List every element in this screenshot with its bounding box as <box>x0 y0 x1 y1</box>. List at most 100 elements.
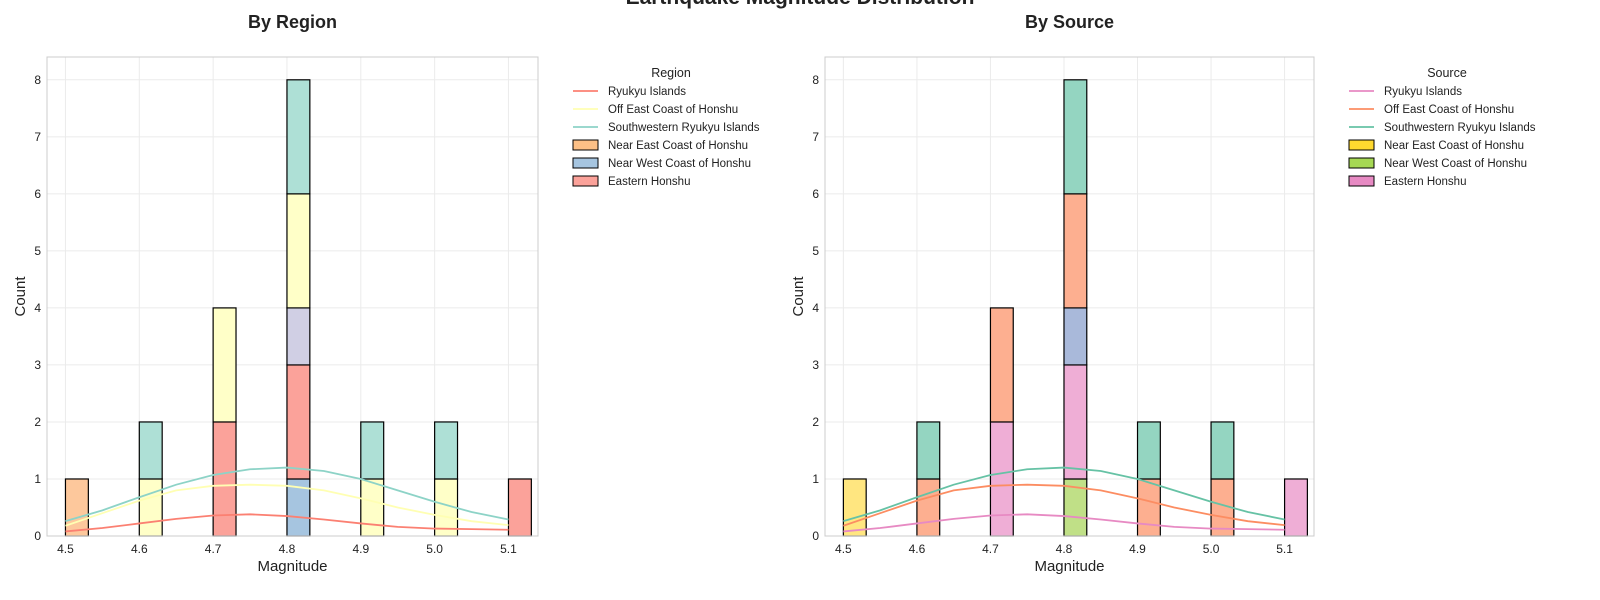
y-tick-label: 4 <box>34 301 41 315</box>
bar-stack <box>1283 478 1308 537</box>
x-axis-label: Magnitude <box>1034 558 1104 575</box>
bar-segment <box>138 478 163 537</box>
legend-patch-swatch <box>1348 139 1375 151</box>
bar-segment <box>1063 79 1088 195</box>
y-tick-label: 0 <box>812 529 819 543</box>
bar-stack <box>212 307 237 537</box>
legend-label: Off East Coast of Honshu <box>608 104 738 116</box>
bar-segment <box>842 478 867 537</box>
legend-entry: Near West Coast of Honshu <box>572 157 751 170</box>
legend-title: Source <box>1427 66 1467 80</box>
legend-label: Ryukyu Islands <box>1384 86 1462 98</box>
legend-patch-swatch <box>1348 175 1375 187</box>
x-tick-label: 4.9 <box>352 542 369 556</box>
plot-frame <box>46 56 539 537</box>
bar-stack <box>286 79 311 537</box>
bar-segment <box>989 421 1014 537</box>
y-axis-label: Count <box>790 276 807 317</box>
x-tick-label: 4.9 <box>1129 542 1146 556</box>
bar-segment <box>1063 307 1088 366</box>
legend-entry: Near East Coast of Honshu <box>572 139 748 152</box>
legend-entry: Off East Coast of Honshu <box>573 104 738 116</box>
chart-panel-by-region: By Region 4.5 4.6 4.7 4.8 4.9 5.0 5.1 0 1 2 3 4 5 6 7 8 M… <box>12 12 760 575</box>
legend-entry: Southwestern Ryukyu Islands <box>1349 122 1536 134</box>
legend-entry: Near East Coast of Honshu <box>1348 139 1524 152</box>
y-axis-label: Count <box>12 276 29 317</box>
bar-segment <box>138 421 163 480</box>
bar-stack <box>916 421 941 537</box>
y-tick-label: 0 <box>34 529 41 543</box>
bar-segment <box>360 478 385 537</box>
bar-stack <box>842 478 867 537</box>
legend-label: Southwestern Ryukyu Islands <box>1384 122 1536 134</box>
bar-stack <box>989 307 1014 537</box>
legend-title: Region <box>651 66 691 80</box>
bar-segment <box>1210 421 1235 480</box>
y-tick-label: 3 <box>34 358 41 372</box>
x-tick-label: 5.1 <box>1276 542 1293 556</box>
chart-title: By Region <box>248 12 337 32</box>
bar-segment <box>212 421 237 537</box>
x-tick-label: 4.7 <box>982 542 999 556</box>
kde-curve-line <box>843 513 1285 533</box>
bar-segment <box>286 193 311 309</box>
chart-title: By Source <box>1025 12 1114 32</box>
x-tick-label: 4.5 <box>57 542 74 556</box>
y-tick-label: 6 <box>34 187 41 201</box>
legend-entry: Southwestern Ryukyu Islands <box>573 122 760 134</box>
y-tick-label: 2 <box>812 415 819 429</box>
legend-label: Eastern Honshu <box>608 176 690 188</box>
legend-entry: Ryukyu Islands <box>1349 86 1462 98</box>
legend-label: Near West Coast of Honshu <box>608 158 751 170</box>
x-tick-label: 4.8 <box>279 542 296 556</box>
y-tick-label: 2 <box>34 415 41 429</box>
kde-curve-line <box>65 513 509 533</box>
legend-label: Near East Coast of Honshu <box>1384 140 1524 152</box>
bar-segment <box>916 478 941 537</box>
legend-label: Southwestern Ryukyu Islands <box>608 122 760 134</box>
legend-patch-swatch <box>572 157 599 169</box>
bar-segment <box>212 307 237 423</box>
bar-segment <box>1063 364 1088 480</box>
bar-stack <box>360 421 385 537</box>
kde-curve-line <box>843 466 1285 523</box>
legend-entry: Near West Coast of Honshu <box>1348 157 1527 170</box>
plot-frame <box>824 56 1315 537</box>
x-tick-label: 4.6 <box>131 542 148 556</box>
x-tick-label: 5.1 <box>500 542 517 556</box>
bar-segment <box>1283 478 1308 537</box>
y-tick-label: 1 <box>34 472 41 486</box>
figure-title: Earthquake Magnitude Distribution <box>626 0 975 9</box>
y-tick-label: 4 <box>812 301 819 315</box>
y-tick-label: 8 <box>34 73 41 87</box>
legend-patch-swatch <box>572 139 599 151</box>
y-tick-label: 3 <box>812 358 819 372</box>
bar-segment <box>360 421 385 480</box>
legend-entry: Ryukyu Islands <box>573 86 686 98</box>
legend-patch-swatch <box>1348 157 1375 169</box>
x-tick-label: 4.6 <box>909 542 926 556</box>
bar-segment <box>434 421 459 480</box>
legend-label: Off East Coast of Honshu <box>1384 104 1514 116</box>
bar-segment <box>1063 193 1088 309</box>
kde-curve-line <box>843 483 1285 527</box>
bar-stack <box>1136 421 1161 537</box>
y-tick-label: 6 <box>812 187 819 201</box>
bar-segment <box>1136 421 1161 480</box>
bar-stack <box>64 478 89 537</box>
bar-stack <box>1063 79 1088 537</box>
kde-curve-line <box>65 466 509 523</box>
y-tick-label: 8 <box>812 73 819 87</box>
chart-panel-by-source: By Source 4.5 4.6 4.7 4.8 4.9 5.0 5.1 0 1 2 3 4 5 6 7 8 M… <box>790 12 1536 575</box>
y-tick-label: 5 <box>812 244 819 258</box>
bar-stack <box>138 421 163 537</box>
x-tick-label: 4.7 <box>205 542 222 556</box>
x-tick-label: 4.8 <box>1056 542 1073 556</box>
legend: Source Ryukyu Islands Off East Coast of Ho… <box>1348 66 1536 188</box>
x-tick-label: 4.5 <box>835 542 852 556</box>
bar-stack <box>1210 421 1235 537</box>
bar-segment <box>507 478 532 537</box>
bar-segment <box>286 79 311 195</box>
bar-segment <box>989 307 1014 423</box>
